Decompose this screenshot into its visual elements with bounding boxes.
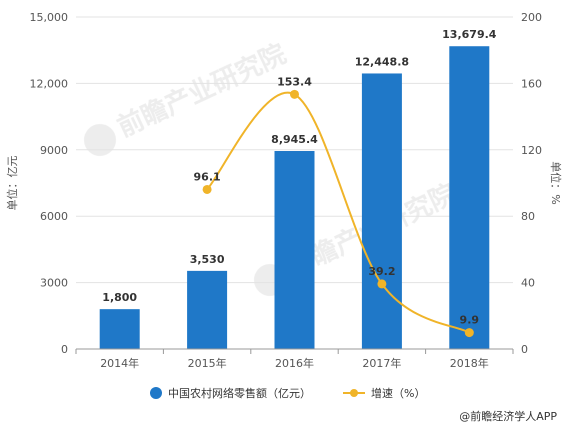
x-tick-label: 2014年	[100, 356, 139, 370]
y-right-tick-label: 160	[521, 77, 542, 90]
x-tick-label: 2015年	[188, 356, 227, 370]
rate-value-label: 9.9	[460, 314, 480, 327]
legend: 中国农村网络零售额（亿元） 增速（%）	[150, 386, 425, 400]
bar	[361, 73, 402, 350]
source-credit: @前瞻经济学人APP	[459, 410, 557, 423]
bar	[99, 309, 140, 349]
bar-value-label: 3,530	[190, 253, 225, 266]
y-left-tick-label: 9000	[40, 144, 68, 157]
y-right-tick-label: 80	[521, 210, 535, 223]
line-series	[202, 89, 474, 338]
legend-bar-label: 中国农村网络零售额（亿元）	[168, 386, 311, 400]
legend-line-marker	[350, 389, 358, 397]
rate-point	[377, 279, 387, 289]
y-left-tick-label: 0	[61, 343, 68, 356]
y-left-axis-title: 单位：亿元	[5, 156, 19, 211]
bar	[187, 270, 228, 349]
watermark: 前瞻产业研究院 前瞻产业研究院	[84, 38, 461, 296]
bar	[449, 46, 490, 349]
bar	[274, 151, 315, 349]
y-right-tick-label: 200	[521, 11, 542, 24]
rate-point	[290, 89, 299, 99]
y-right-tick-label: 40	[521, 277, 535, 290]
rate-value-label: 153.4	[277, 75, 312, 88]
y-left-tick-label: 15,000	[30, 11, 69, 24]
y-left-tick-label: 6000	[40, 210, 68, 223]
rate-line	[206, 91, 470, 334]
svg-text:前瞻产业研究院: 前瞻产业研究院	[113, 38, 291, 143]
data-labels: 1,800 3,530 8,945.4 12,448.8 13,679.4 96.1 153…	[102, 28, 496, 326]
y-left-tick-label: 12,000	[30, 77, 69, 90]
y-right-axis-title: 单位：%	[549, 161, 563, 204]
legend-bar-swatch	[150, 387, 162, 399]
y-right-tick-label: 120	[521, 144, 542, 157]
bar-value-label: 8,945.4	[271, 133, 318, 146]
rate-value-label: 39.2	[368, 265, 395, 278]
bar-series	[99, 46, 490, 350]
rate-point	[464, 328, 474, 338]
bar-value-label: 1,800	[102, 291, 137, 304]
x-tick-label: 2017年	[362, 356, 401, 370]
x-tick-label: 2016年	[275, 356, 314, 370]
rate-point	[202, 184, 212, 194]
rate-value-label: 96.1	[194, 170, 221, 183]
y-left-tick-label: 3000	[40, 277, 68, 290]
x-tick-label: 2018年	[450, 356, 489, 370]
bar-value-label: 13,679.4	[442, 28, 497, 41]
bar-value-label: 12,448.8	[355, 55, 409, 68]
y-right-tick-label: 0	[521, 343, 528, 356]
axes: 0 3000 6000 9000 12,000 15,000 0 40 80 120 160 200 2…	[5, 11, 563, 370]
legend-line-label: 增速（%）	[371, 386, 425, 400]
